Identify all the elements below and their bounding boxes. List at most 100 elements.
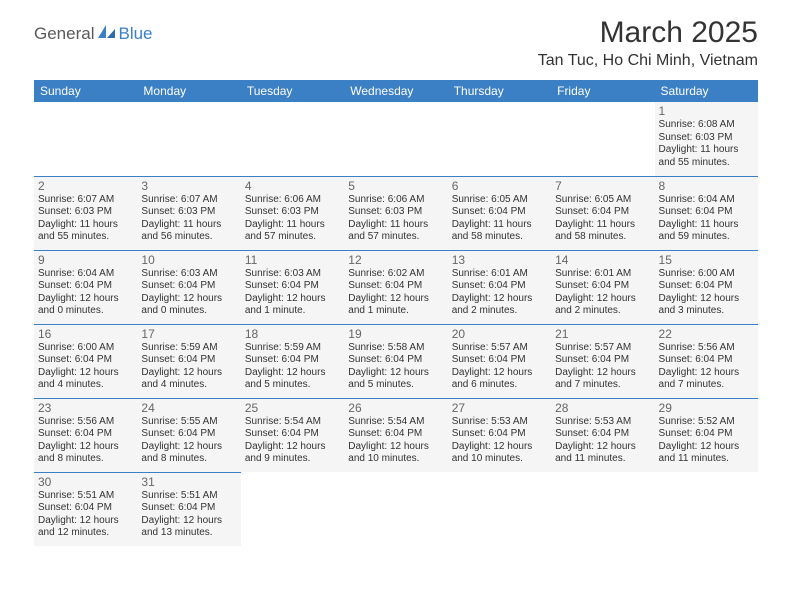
daylight-text: Daylight: 12 hours and 7 minutes. xyxy=(659,367,754,392)
day-number: 6 xyxy=(452,179,547,193)
daylight-text: Daylight: 12 hours and 5 minutes. xyxy=(348,367,443,392)
sunrise-text: Sunrise: 5:57 AM xyxy=(452,342,547,355)
sunset-text: Sunset: 6:04 PM xyxy=(38,502,133,515)
day-number: 1 xyxy=(659,104,754,118)
daylight-text: Daylight: 12 hours and 13 minutes. xyxy=(141,515,236,540)
calendar-cell xyxy=(551,102,654,176)
calendar-cell: 22Sunrise: 5:56 AMSunset: 6:04 PMDayligh… xyxy=(655,324,758,398)
day-number: 31 xyxy=(141,475,236,489)
sunrise-text: Sunrise: 5:53 AM xyxy=(555,416,650,429)
calendar-cell: 5Sunrise: 6:06 AMSunset: 6:03 PMDaylight… xyxy=(344,176,447,250)
day-number: 12 xyxy=(348,253,443,267)
day-number: 24 xyxy=(141,401,236,415)
sunrise-text: Sunrise: 5:59 AM xyxy=(141,342,236,355)
calendar-cell: 30Sunrise: 5:51 AMSunset: 6:04 PMDayligh… xyxy=(34,472,137,546)
calendar-cell xyxy=(241,472,344,546)
sunrise-text: Sunrise: 5:54 AM xyxy=(348,416,443,429)
day-number: 23 xyxy=(38,401,133,415)
calendar-week-row: 16Sunrise: 6:00 AMSunset: 6:04 PMDayligh… xyxy=(34,324,758,398)
sunrise-text: Sunrise: 6:04 AM xyxy=(38,268,133,281)
sunset-text: Sunset: 6:04 PM xyxy=(555,280,650,293)
daylight-text: Daylight: 11 hours and 55 minutes. xyxy=(659,144,754,169)
calendar-cell: 11Sunrise: 6:03 AMSunset: 6:04 PMDayligh… xyxy=(241,250,344,324)
sunset-text: Sunset: 6:04 PM xyxy=(141,502,236,515)
sunrise-text: Sunrise: 6:06 AM xyxy=(245,194,340,207)
sunrise-text: Sunrise: 5:57 AM xyxy=(555,342,650,355)
logo: General Blue xyxy=(34,16,153,44)
sunset-text: Sunset: 6:03 PM xyxy=(38,206,133,219)
calendar-cell: 17Sunrise: 5:59 AMSunset: 6:04 PMDayligh… xyxy=(137,324,240,398)
calendar-week-row: 30Sunrise: 5:51 AMSunset: 6:04 PMDayligh… xyxy=(34,472,758,546)
daylight-text: Daylight: 12 hours and 12 minutes. xyxy=(38,515,133,540)
calendar-cell: 1Sunrise: 6:08 AMSunset: 6:03 PMDaylight… xyxy=(655,102,758,176)
daylight-text: Daylight: 11 hours and 57 minutes. xyxy=(245,219,340,244)
sunset-text: Sunset: 6:04 PM xyxy=(348,280,443,293)
daylight-text: Daylight: 12 hours and 0 minutes. xyxy=(38,293,133,318)
daylight-text: Daylight: 11 hours and 59 minutes. xyxy=(659,219,754,244)
calendar-table: Sunday Monday Tuesday Wednesday Thursday… xyxy=(34,80,758,546)
sunrise-text: Sunrise: 6:08 AM xyxy=(659,119,754,132)
sunrise-text: Sunrise: 5:59 AM xyxy=(245,342,340,355)
day-number: 3 xyxy=(141,179,236,193)
day-number: 27 xyxy=(452,401,547,415)
daylight-text: Daylight: 12 hours and 10 minutes. xyxy=(452,441,547,466)
daylight-text: Daylight: 11 hours and 58 minutes. xyxy=(555,219,650,244)
sunset-text: Sunset: 6:04 PM xyxy=(141,354,236,367)
sunrise-text: Sunrise: 5:58 AM xyxy=(348,342,443,355)
daylight-text: Daylight: 12 hours and 6 minutes. xyxy=(452,367,547,392)
sunrise-text: Sunrise: 6:03 AM xyxy=(245,268,340,281)
sunrise-text: Sunrise: 6:04 AM xyxy=(659,194,754,207)
calendar-cell xyxy=(344,472,447,546)
calendar-cell xyxy=(344,102,447,176)
calendar-cell: 26Sunrise: 5:54 AMSunset: 6:04 PMDayligh… xyxy=(344,398,447,472)
daylight-text: Daylight: 12 hours and 0 minutes. xyxy=(141,293,236,318)
sunrise-text: Sunrise: 6:07 AM xyxy=(38,194,133,207)
calendar-cell xyxy=(34,102,137,176)
calendar-cell: 10Sunrise: 6:03 AMSunset: 6:04 PMDayligh… xyxy=(137,250,240,324)
sunset-text: Sunset: 6:04 PM xyxy=(452,280,547,293)
sunrise-text: Sunrise: 6:07 AM xyxy=(141,194,236,207)
day-number: 2 xyxy=(38,179,133,193)
daylight-text: Daylight: 11 hours and 56 minutes. xyxy=(141,219,236,244)
sunset-text: Sunset: 6:04 PM xyxy=(555,354,650,367)
sunset-text: Sunset: 6:04 PM xyxy=(452,354,547,367)
calendar-cell: 27Sunrise: 5:53 AMSunset: 6:04 PMDayligh… xyxy=(448,398,551,472)
day-number: 9 xyxy=(38,253,133,267)
calendar-body: 1Sunrise: 6:08 AMSunset: 6:03 PMDaylight… xyxy=(34,102,758,546)
sunset-text: Sunset: 6:03 PM xyxy=(348,206,443,219)
sunset-text: Sunset: 6:04 PM xyxy=(452,428,547,441)
sunrise-text: Sunrise: 6:05 AM xyxy=(452,194,547,207)
calendar-cell: 24Sunrise: 5:55 AMSunset: 6:04 PMDayligh… xyxy=(137,398,240,472)
sunset-text: Sunset: 6:04 PM xyxy=(141,280,236,293)
daylight-text: Daylight: 12 hours and 11 minutes. xyxy=(555,441,650,466)
calendar-cell: 14Sunrise: 6:01 AMSunset: 6:04 PMDayligh… xyxy=(551,250,654,324)
sunrise-text: Sunrise: 5:55 AM xyxy=(141,416,236,429)
day-number: 25 xyxy=(245,401,340,415)
calendar-cell: 9Sunrise: 6:04 AMSunset: 6:04 PMDaylight… xyxy=(34,250,137,324)
sunrise-text: Sunrise: 6:02 AM xyxy=(348,268,443,281)
calendar-cell: 12Sunrise: 6:02 AMSunset: 6:04 PMDayligh… xyxy=(344,250,447,324)
calendar-cell: 21Sunrise: 5:57 AMSunset: 6:04 PMDayligh… xyxy=(551,324,654,398)
sunrise-text: Sunrise: 6:01 AM xyxy=(555,268,650,281)
day-number: 16 xyxy=(38,327,133,341)
weekday-header: Thursday xyxy=(448,80,551,102)
daylight-text: Daylight: 12 hours and 10 minutes. xyxy=(348,441,443,466)
calendar-cell: 19Sunrise: 5:58 AMSunset: 6:04 PMDayligh… xyxy=(344,324,447,398)
sunrise-text: Sunrise: 5:51 AM xyxy=(141,490,236,503)
day-number: 19 xyxy=(348,327,443,341)
sunset-text: Sunset: 6:03 PM xyxy=(245,206,340,219)
weekday-header: Tuesday xyxy=(241,80,344,102)
daylight-text: Daylight: 11 hours and 57 minutes. xyxy=(348,219,443,244)
day-number: 4 xyxy=(245,179,340,193)
daylight-text: Daylight: 12 hours and 1 minute. xyxy=(245,293,340,318)
daylight-text: Daylight: 12 hours and 4 minutes. xyxy=(38,367,133,392)
calendar-cell: 16Sunrise: 6:00 AMSunset: 6:04 PMDayligh… xyxy=(34,324,137,398)
sunset-text: Sunset: 6:04 PM xyxy=(659,354,754,367)
sunset-text: Sunset: 6:04 PM xyxy=(38,428,133,441)
logo-text-blue: Blue xyxy=(118,24,152,44)
logo-sail-icon xyxy=(98,25,116,44)
day-number: 14 xyxy=(555,253,650,267)
daylight-text: Daylight: 12 hours and 8 minutes. xyxy=(38,441,133,466)
daylight-text: Daylight: 12 hours and 2 minutes. xyxy=(555,293,650,318)
day-number: 15 xyxy=(659,253,754,267)
